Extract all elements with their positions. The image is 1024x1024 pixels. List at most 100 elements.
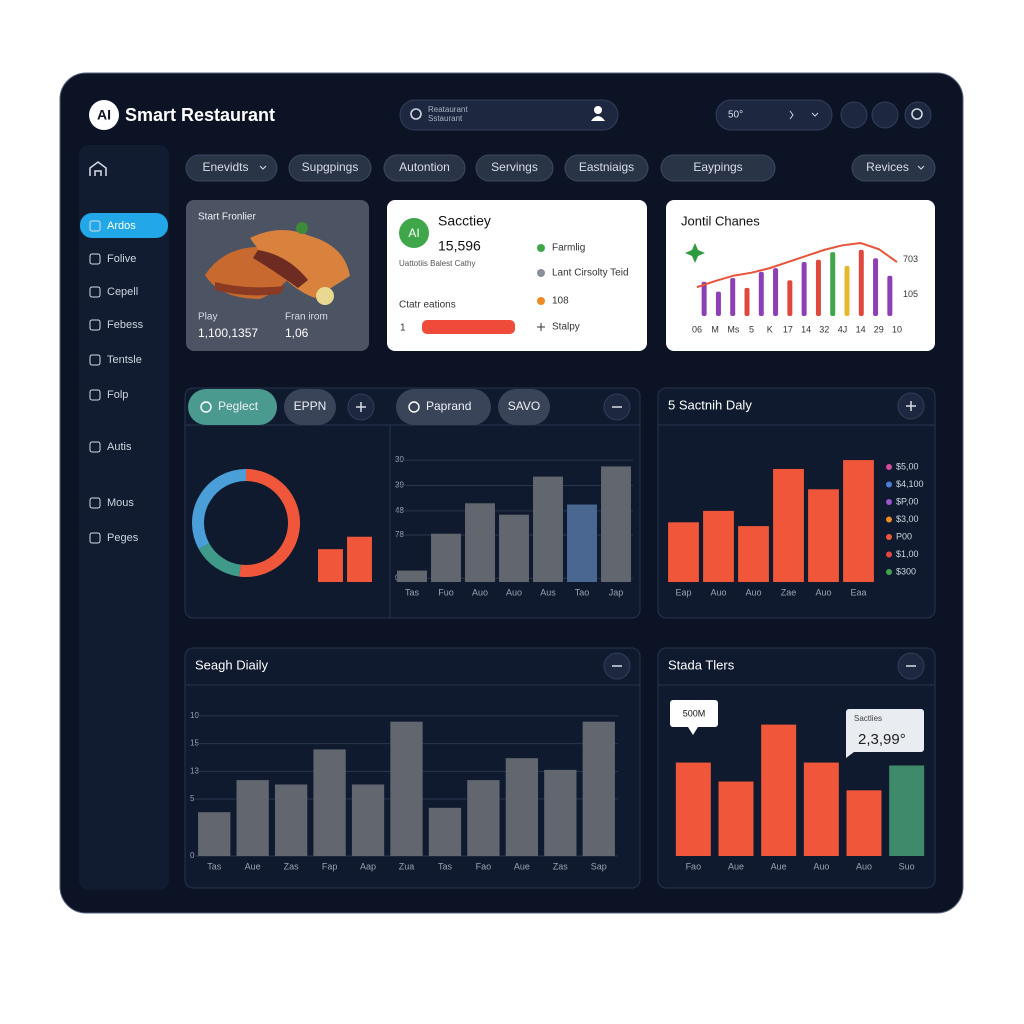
header-icon[interactable] (840, 101, 868, 129)
x-tick-label: Tao (575, 587, 590, 597)
bar (274, 784, 308, 856)
bar (428, 807, 462, 856)
x-tick-label: 5 (749, 324, 754, 334)
logo-text: AI (97, 107, 111, 123)
panel-tab[interactable] (396, 389, 491, 425)
bar (675, 762, 711, 856)
sidebar-item[interactable]: Febess (107, 319, 144, 331)
food-image (250, 229, 350, 298)
x-tick-label: Fao (476, 861, 492, 871)
header-icon[interactable] (904, 101, 932, 129)
x-tick-label: Auo (472, 587, 488, 597)
tab[interactable] (851, 154, 936, 182)
tab-label: Autontion (399, 160, 450, 174)
tab[interactable] (185, 154, 278, 182)
y-tick-label: 703 (903, 254, 918, 264)
x-tick-label: Auo (745, 587, 761, 597)
tab[interactable] (475, 154, 554, 182)
bar (582, 721, 615, 856)
donut-segment (239, 469, 300, 577)
x-tick-label: Aue (771, 861, 787, 871)
panel-tab[interactable] (284, 389, 336, 425)
bar (787, 280, 793, 316)
x-tick-label: Suo (899, 861, 915, 871)
panel-title: 5 Sactnih Daly (668, 397, 752, 412)
bar (347, 536, 372, 582)
search-box[interactable] (399, 99, 619, 131)
sidebar-icon (89, 389, 101, 401)
tooltip (846, 709, 924, 752)
label: Play (198, 312, 217, 323)
sidebar-active[interactable] (80, 213, 168, 238)
x-tick-label: Ms (727, 324, 739, 334)
bar (431, 533, 461, 582)
legend-label: Lant Cirsolty Teid (552, 268, 629, 279)
bar (718, 781, 754, 856)
sidebar-item[interactable]: Ardos (107, 220, 136, 232)
x-tick-label: Tas (207, 861, 222, 871)
sidebar-item[interactable]: Peges (107, 532, 139, 544)
x-tick-label: Auo (813, 861, 829, 871)
panel-tab[interactable] (498, 389, 550, 425)
legend-label: 108 (552, 296, 569, 307)
label: Start Fronlier (198, 212, 256, 223)
controls[interactable] (715, 99, 833, 131)
sidebar-icon (89, 220, 101, 232)
x-tick-label: Jap (609, 587, 624, 597)
header-icon[interactable] (871, 101, 899, 129)
bar (505, 758, 539, 856)
sidebar-item[interactable]: Cepell (107, 286, 138, 298)
home-icon (89, 161, 107, 176)
legend-dot (886, 551, 892, 558)
sidebar-item[interactable]: Folp (107, 389, 128, 401)
legend-dot (886, 499, 892, 505)
tab-label: Eaypings (693, 160, 742, 174)
line (696, 242, 898, 289)
bar (668, 522, 699, 582)
panel-tab[interactable] (188, 389, 277, 425)
x-tick-label: Aue (514, 861, 530, 871)
bar (544, 769, 577, 856)
panel-title: Seagh Diaily (195, 657, 268, 672)
sales-card (387, 200, 647, 351)
sidebar-icon (89, 497, 101, 509)
label: Sstaurant (428, 114, 463, 123)
x-tick-label: Sap (591, 861, 607, 871)
bar (351, 784, 385, 856)
x-tick-label: Fao (686, 861, 702, 871)
x-tick-label: 10 (892, 324, 902, 334)
legend-dot (886, 516, 892, 523)
x-tick-label: Auo (856, 861, 872, 871)
bar (761, 724, 797, 856)
y-tick-label: 0 (190, 851, 195, 860)
food-image (215, 282, 285, 296)
bar (467, 780, 500, 856)
x-tick-label: M (711, 324, 719, 334)
x-tick-label: Zua (399, 861, 415, 871)
tab[interactable] (383, 154, 466, 182)
legend-dot (537, 244, 545, 252)
bar (313, 749, 346, 856)
button-icon (906, 401, 916, 411)
tooltip-text: Sactlies (854, 714, 882, 723)
x-tick-label: Tas (405, 587, 420, 597)
sidebar-item[interactable]: Tentsle (107, 354, 142, 366)
x-tick-label: 32 (819, 324, 829, 334)
tab[interactable] (660, 154, 776, 182)
sidebar-item[interactable]: Folive (107, 253, 136, 265)
bar (318, 549, 343, 582)
tooltip (670, 700, 718, 727)
y-tick-label: 5 (190, 794, 195, 803)
tab[interactable] (564, 154, 649, 182)
panel-tab-label: EPPN (294, 399, 327, 413)
sidebar-item[interactable]: Mous (107, 497, 134, 509)
legend-dot (886, 464, 892, 470)
bar (858, 249, 864, 316)
bar (533, 476, 563, 582)
bar (465, 503, 495, 582)
tooltip-tail (846, 748, 854, 758)
tab[interactable] (288, 154, 372, 182)
bar (773, 268, 779, 316)
sidebar-item[interactable]: Autis (107, 441, 132, 453)
legend-label: $3,00 (896, 514, 919, 524)
